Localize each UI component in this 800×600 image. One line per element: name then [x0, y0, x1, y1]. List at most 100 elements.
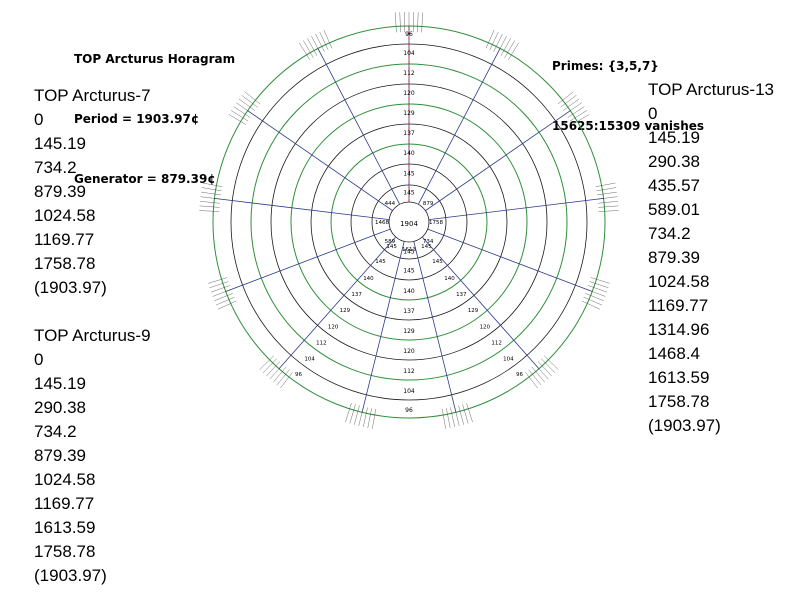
ring-step-label: 145 [403, 190, 415, 197]
scale-value: (1903.97) [34, 566, 107, 585]
scale-value: 1314.96 [648, 320, 710, 339]
ring-step-label: 137 [351, 292, 362, 298]
spoke-fan-line [596, 187, 617, 192]
inner-label: 1758 [429, 220, 443, 226]
scale-value: 1169.77 [648, 296, 709, 315]
spoke-fan-line [233, 106, 251, 118]
scale-value: 589.01 [648, 200, 700, 219]
scale-value: 1024.58 [34, 470, 96, 489]
spoke-line [278, 236, 397, 369]
spoke-fan-line [458, 405, 464, 425]
spoke-fan-line [466, 403, 473, 423]
spoke-fan-line [540, 358, 556, 374]
inner-label: 734 [423, 239, 434, 245]
spoke-fan-line [394, 12, 397, 33]
ring-step-label: 120 [403, 348, 415, 355]
scale-value: 0 [648, 104, 658, 123]
spoke-fan-line [273, 366, 287, 383]
scale-list-arcturus-13: TOP Arcturus-13 0 145.19 290.38 435.57 5… [648, 78, 774, 438]
spoke-fan-line [349, 404, 356, 424]
spoke-fan-line [598, 210, 619, 212]
spoke-fan-line [323, 29, 333, 49]
scale-value: 0 [34, 350, 44, 369]
spoke-fan-line [500, 38, 511, 56]
spoke-line [361, 241, 405, 413]
spoke-fan-line [280, 372, 293, 389]
spoke-fan-line [597, 196, 618, 200]
spoke-fan-line [299, 42, 310, 61]
spoke-fan-line [200, 201, 220, 204]
spoke-line [417, 48, 501, 205]
center-label: 1904 [400, 220, 418, 228]
spoke-fan-line [230, 110, 249, 122]
spoke-fan-line [372, 409, 376, 429]
spoke-fan-line [421, 12, 424, 33]
ring-step-label: 104 [403, 50, 415, 57]
spoke-fan-line [214, 293, 233, 301]
spoke-fan-line [236, 102, 253, 115]
ring-step-label: 145 [403, 171, 415, 178]
spoke-fan-line [209, 281, 229, 288]
spoke-fan-line [562, 98, 580, 111]
spoke-fan-line [598, 201, 618, 204]
ring-step-label: 104 [403, 388, 415, 395]
scale-value: 1169.77 [34, 230, 95, 249]
scale-value: 145.19 [648, 128, 700, 147]
scale-value: 1758.78 [34, 254, 96, 273]
spoke-line [427, 228, 593, 292]
scale-value: 879.39 [34, 446, 86, 465]
spoke-fan-line [276, 369, 290, 386]
scale-list-arcturus-9: TOP Arcturus-9 0 145.19 290.38 734.2 879… [34, 324, 151, 588]
ring-step-label: 137 [403, 308, 415, 315]
ring-step-label: 120 [403, 90, 415, 97]
scale-value: 734.2 [34, 422, 77, 441]
ring-step-label: 104 [304, 357, 315, 363]
spoke-fan-line [446, 408, 451, 428]
inner-label: 1613 [402, 247, 416, 253]
scale-value: 1758.78 [648, 392, 710, 411]
ring-step-label: 137 [456, 292, 467, 298]
spoke-fan-line [508, 42, 519, 61]
scale-value: 1758.78 [34, 542, 96, 561]
spoke-fan-line [216, 296, 235, 306]
scale-value: 1024.58 [34, 206, 96, 225]
spoke-line [247, 110, 393, 211]
ring-step-label: 120 [328, 324, 339, 330]
spoke-fan-line [345, 403, 352, 423]
ring-step-label: 129 [340, 308, 351, 314]
spoke-fan-line [199, 210, 220, 212]
spoke-fan-line [597, 191, 617, 196]
ring-step-label: 112 [491, 341, 502, 347]
spoke-fan-line [589, 281, 609, 288]
spoke-fan-line [489, 31, 499, 51]
spoke-fan-line [485, 29, 495, 49]
ring-step-label: 145 [375, 259, 386, 265]
ring-step-label: 120 [480, 324, 491, 330]
scale-value: 290.38 [648, 152, 700, 171]
scale-name: TOP Arcturus-9 [34, 326, 151, 345]
spoke-line [421, 236, 540, 369]
ring-step-label: 104 [503, 357, 514, 363]
scale-value: 435.57 [648, 176, 700, 195]
inner-label: 444 [385, 201, 396, 207]
inner-label: 879 [423, 201, 434, 207]
ring-step-label: 145 [403, 249, 415, 256]
ring-step-label: 140 [403, 288, 415, 295]
spoke-fan-line [493, 33, 503, 52]
spoke-fan-line [583, 296, 602, 306]
ring-step-label: 140 [363, 276, 374, 282]
spoke-fan-line [202, 182, 223, 187]
scale-value: 1468.4 [648, 344, 700, 363]
diagram-title: TOP Arcturus Horagram [74, 52, 236, 66]
spoke-fan-line [534, 364, 549, 380]
comma-label: 15625:15309 vanishes [552, 119, 705, 133]
spoke-fan-line [358, 406, 364, 426]
spoke-fan-line [212, 289, 232, 297]
scale-value: 1169.77 [34, 494, 95, 513]
spoke-fan-line [531, 366, 545, 383]
spoke-fan-line [363, 407, 368, 427]
ring-step-label: 140 [403, 150, 415, 157]
spoke-fan-line [543, 355, 559, 370]
spoke-fan-line [442, 409, 446, 429]
